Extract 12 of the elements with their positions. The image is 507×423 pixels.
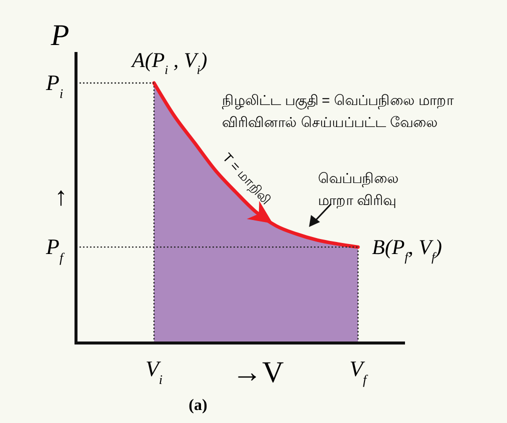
y-axis-title: P [50, 19, 70, 52]
x-tick-label: V$_{f}$ [349, 356, 369, 386]
x-tick-label: V$_{i}$ [145, 356, 163, 386]
annotation: A(P$_{i}$ , V$_{i}$) [130, 48, 208, 77]
ref-line-label: P$_{i}$ [45, 70, 64, 100]
annotation: வெப்பநிலை மாறா விரிவு [318, 170, 399, 208]
text: (a) [188, 397, 208, 414]
annotation: B(P$_{f}$, V$_{f}$) [372, 235, 442, 264]
ref-line-label: P$_{f}$ [45, 234, 66, 265]
annotation: நிழலிட்ட பகுதி = வெப்பநிலை மாறா விரிவினால் செய்யப்பட்ட வேலை [222, 92, 455, 130]
text: ↑ [54, 181, 68, 211]
x-axis-title: →V [232, 356, 284, 389]
